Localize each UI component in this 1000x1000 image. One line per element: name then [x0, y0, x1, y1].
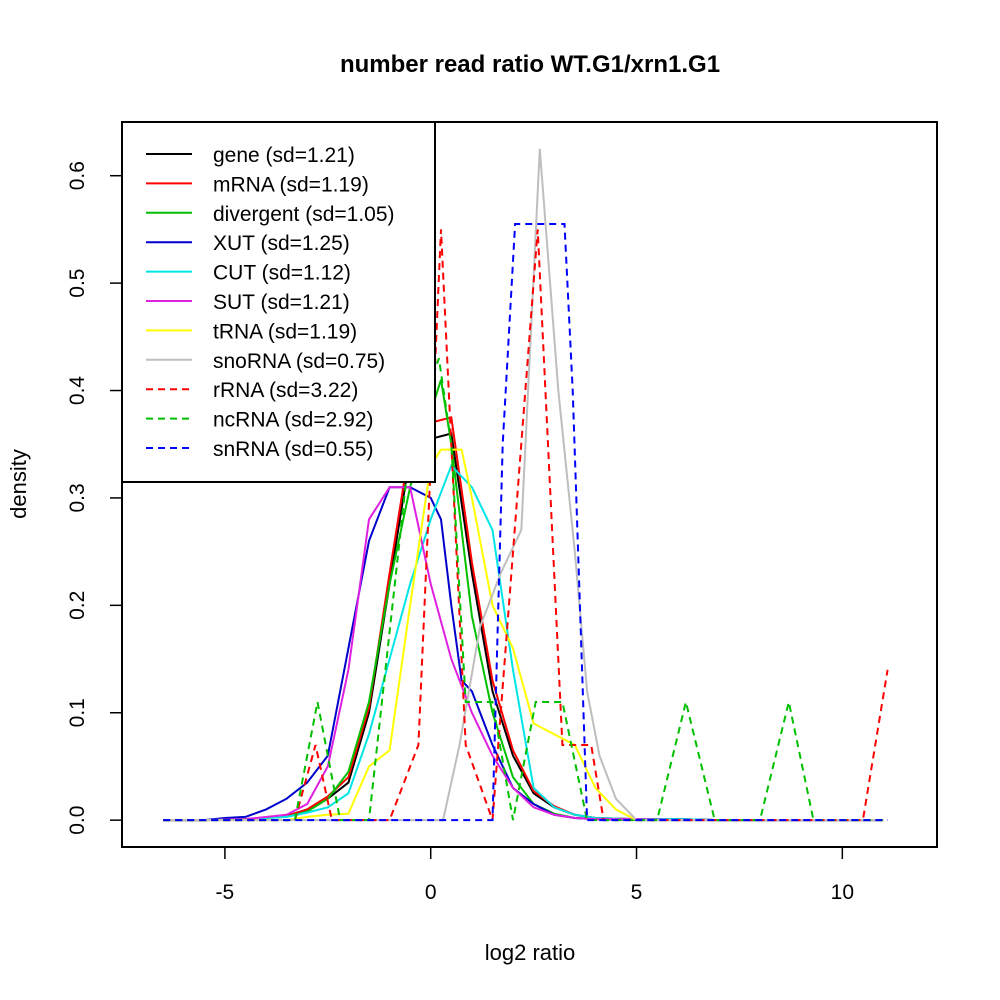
legend-label: ncRNA (sd=2.92): [213, 409, 374, 432]
x-tick-label: 5: [631, 881, 643, 904]
y-tick-label: 0.0: [66, 806, 89, 835]
y-axis: 0.0 0.1 0.2 0.3 0.4 0.5 0.6: [66, 161, 123, 835]
series-line-8: [163, 229, 889, 822]
chart-title: number read ratio WT.G1/xrn1.G1: [340, 51, 720, 78]
legend-label: XUT (sd=1.25): [213, 232, 350, 255]
legend: gene (sd=1.21) mRNA (sd=1.19) divergent (s…: [121, 121, 436, 483]
series-line-6: [163, 448, 884, 822]
x-axis: -5 0 5 10: [216, 846, 854, 904]
y-tick-label: 0.1: [66, 698, 89, 727]
legend-label: snRNA (sd=0.55): [213, 438, 374, 461]
series-line-7: [163, 148, 884, 822]
legend-label: rRNA (sd=3.22): [213, 379, 358, 402]
x-axis-label: log2 ratio: [485, 940, 576, 965]
y-axis-label: density: [6, 449, 31, 519]
series-line-10: [163, 223, 888, 822]
x-tick-label: 10: [831, 881, 854, 904]
y-tick-label: 0.4: [66, 376, 89, 406]
y-tick-label: 0.5: [66, 269, 89, 298]
plot-area: [163, 148, 889, 822]
x-tick-label: -5: [216, 881, 235, 904]
legend-label: divergent (sd=1.05): [213, 203, 395, 226]
legend-label: snoRNA (sd=0.75): [213, 350, 385, 373]
legend-label: gene (sd=1.21): [213, 144, 355, 167]
legend-label: mRNA (sd=1.19): [213, 173, 369, 196]
legend-label: SUT (sd=1.21): [213, 291, 350, 314]
legend-label: tRNA (sd=1.19): [213, 320, 357, 343]
y-tick-label: 0.3: [66, 483, 89, 512]
y-tick-label: 0.6: [66, 161, 89, 190]
y-tick-label: 0.2: [66, 591, 89, 620]
legend-label: CUT (sd=1.12): [213, 262, 351, 285]
x-tick-label: 0: [425, 881, 437, 904]
